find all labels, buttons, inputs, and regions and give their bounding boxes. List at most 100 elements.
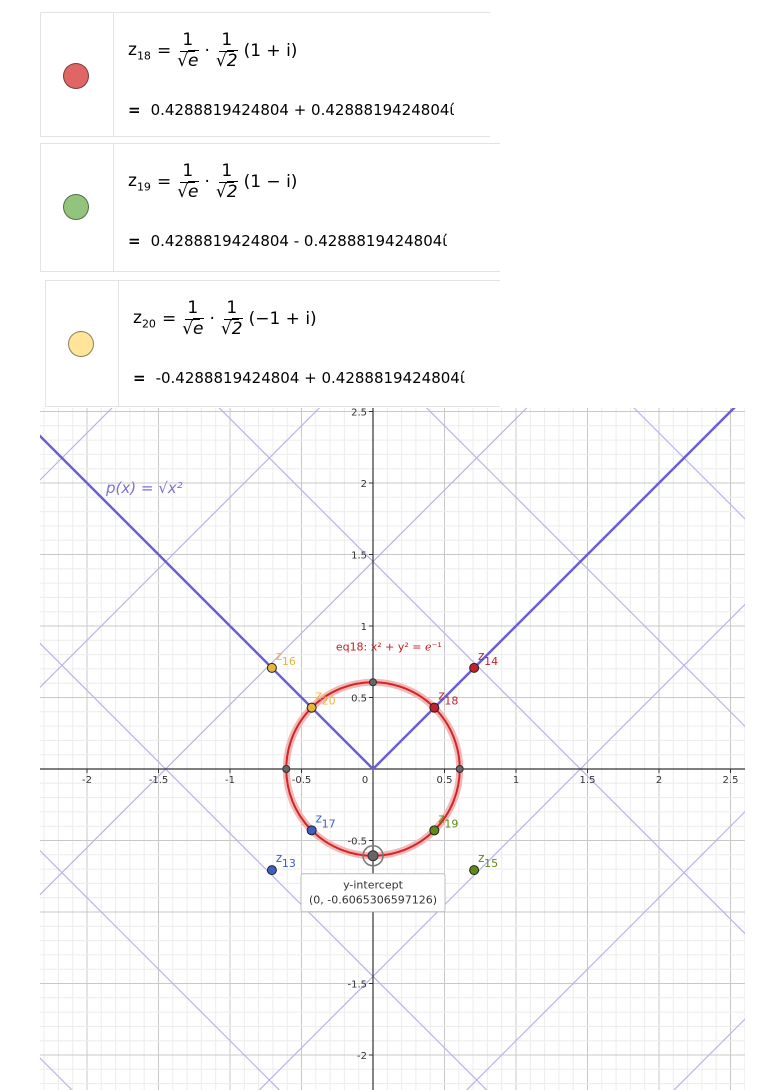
selected-point-halo [362, 844, 384, 867]
fraction: 1 √2 [215, 30, 238, 71]
result: = 0.4288819424804 + 0.4288819424804ί [128, 101, 455, 119]
intersection-point [367, 850, 379, 862]
y-tick-label: -1.5 [347, 980, 367, 991]
name: z [128, 39, 137, 60]
denominator: √2 [220, 317, 243, 339]
y-tick-label: -0.5 [347, 837, 367, 848]
name-index: 19 [136, 180, 151, 194]
result-value: 0.4288819424804 - 0.4288819424804ί [150, 232, 448, 250]
row-handle [40, 144, 114, 271]
result: = 0.4288819424804 - 0.4288819424804ί [128, 232, 447, 250]
point-label-index: 15 [484, 857, 498, 870]
y-tick-label: -2 [357, 1051, 367, 1062]
point-label-index: 20 [322, 695, 336, 708]
row-handle [45, 281, 119, 406]
object-name: z20 [133, 308, 156, 330]
point [266, 662, 277, 673]
point-label-index: 18 [444, 695, 458, 708]
tooltip-box [300, 873, 446, 913]
visibility-toggle[interactable] [68, 331, 94, 357]
equals: = [161, 309, 177, 330]
formula: z18 = 1 √e · 1 √2 (1 + i) [128, 30, 298, 71]
radicand: e [188, 49, 199, 71]
equals: = [133, 369, 146, 387]
factor: (1 + i) [243, 41, 298, 62]
point [469, 865, 480, 876]
point-label-index: 14 [484, 655, 498, 668]
result-value: 0.4288819424804 + 0.4288819424804ί [150, 101, 455, 119]
visibility-toggle[interactable] [63, 194, 89, 220]
factor: (1 − i) [243, 172, 298, 193]
x-tick-label: -2 [82, 775, 92, 786]
point-label: z [316, 689, 322, 703]
point-label: z [276, 649, 282, 663]
denominator: √2 [215, 49, 238, 71]
x-tick-label: -1.5 [149, 775, 169, 786]
name: z [128, 170, 137, 191]
function-graph [40, 408, 736, 771]
point-label-index: 17 [322, 817, 336, 830]
x-tick-label: 0.5 [437, 775, 453, 786]
point-label-index: 16 [282, 655, 296, 668]
object-name: z19 [128, 171, 151, 193]
row-handle [40, 13, 114, 136]
radicand: e [193, 317, 204, 339]
point-label: z [316, 811, 322, 825]
point [429, 702, 440, 713]
point [266, 865, 277, 876]
point-label-index: 13 [282, 857, 296, 870]
x-tick-label: 2 [656, 775, 662, 786]
point [306, 702, 317, 713]
x-tick-label: 0 [362, 775, 368, 786]
denominator: √e [177, 180, 199, 202]
point [429, 825, 440, 836]
function-label: p(x) = √x² [105, 479, 183, 497]
numerator: 1 [185, 298, 201, 320]
y-tick-label: 0.5 [351, 694, 367, 705]
factor: (−1 + i) [248, 309, 317, 330]
x-tick-label: 1.5 [580, 775, 596, 786]
formula: z19 = 1 √e · 1 √2 (1 − i) [128, 161, 298, 202]
algebra-row[interactable]: z18 = 1 √e · 1 √2 (1 + i) = 0.4288819424804 + 0.4… [40, 12, 490, 137]
algebra-row[interactable]: z19 = 1 √e · 1 √2 (1 − i) = 0.4288819424804 - 0.4… [40, 143, 500, 272]
fraction: 1 √2 [216, 161, 238, 202]
tooltip-title: y-intercept [343, 879, 403, 892]
fraction: 1 √e [177, 161, 199, 202]
intersection-point [369, 678, 377, 687]
radicand: 2 [226, 180, 238, 202]
y-tick-label: 1.5 [351, 551, 367, 562]
equals: = [128, 101, 141, 119]
radicand: 2 [231, 317, 243, 339]
algebra-row[interactable]: z20 = 1 √e · 1 √2 (−1 + i) = -0.4288819424804 + 0… [45, 280, 500, 407]
point [469, 662, 480, 673]
y-tick-label: 2 [361, 479, 367, 490]
visibility-toggle[interactable] [63, 63, 89, 89]
graphics-view: -2 -1.5 -1 -0.5 0 0.5 1 1.5 2 2.5 -2 -1.5 -0.5 0.5 1 1.… [40, 408, 745, 1090]
numerator: 1 [224, 298, 240, 320]
name: z [133, 307, 142, 328]
y-tick-label: 1 [361, 622, 367, 633]
circle-label: eq18: x² + y² = ℯ⁻¹ [336, 640, 442, 653]
point [306, 825, 317, 836]
denominator: √e [177, 49, 199, 71]
numerator: 1 [219, 161, 235, 183]
tooltip-text: (0, -0.6065306597126) [309, 894, 437, 907]
intersection-point [282, 765, 291, 773]
fraction: 1 √e [182, 298, 204, 339]
numerator: 1 [180, 30, 196, 52]
fraction: 1 √2 [220, 298, 243, 339]
x-tick-label: -0.5 [292, 775, 312, 786]
equals: = [156, 41, 172, 62]
point-label-index: 19 [444, 817, 458, 830]
y-tick-label: 2.5 [351, 408, 367, 419]
name-index: 18 [136, 49, 151, 63]
numerator: 1 [219, 30, 235, 52]
equals: = [156, 172, 172, 193]
equals: = [128, 232, 141, 250]
point-label: z [478, 649, 484, 663]
denominator: √e [182, 317, 204, 339]
intersection-point [455, 765, 464, 773]
x-tick-label: 2.5 [723, 775, 739, 786]
result-value: -0.4288819424804 + 0.4288819424804ί [155, 369, 465, 387]
point-label: z [478, 851, 484, 865]
